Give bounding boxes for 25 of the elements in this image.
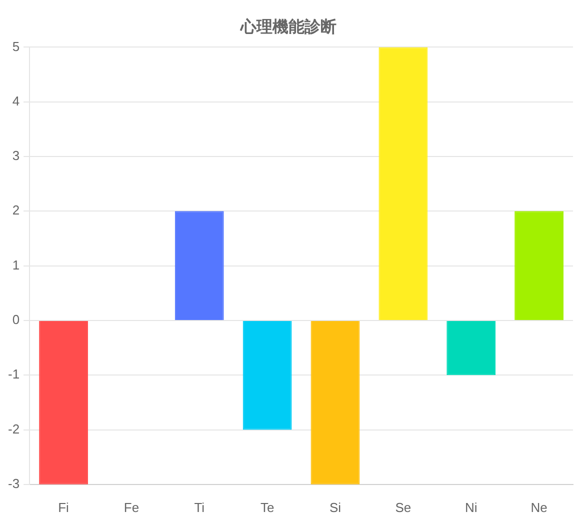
x-tick-label: Ni bbox=[464, 500, 478, 515]
x-tick-label: Se bbox=[395, 500, 412, 515]
y-tick-label: 1 bbox=[12, 257, 20, 272]
y-tick-label: 2 bbox=[12, 202, 20, 218]
y-tick-label: -3 bbox=[8, 476, 20, 491]
x-tick-label: Fe bbox=[124, 500, 140, 515]
y-tick-label: -2 bbox=[8, 421, 20, 436]
bar bbox=[39, 320, 88, 484]
x-tick-label: Ne bbox=[530, 500, 548, 515]
bar bbox=[446, 320, 496, 376]
y-tick-label: 4 bbox=[12, 93, 20, 108]
bar bbox=[514, 211, 564, 320]
x-tick-label: Si bbox=[329, 500, 342, 515]
y-tick-label: 5 bbox=[12, 38, 20, 54]
y-tick-label: 3 bbox=[12, 148, 20, 164]
bar bbox=[310, 320, 360, 484]
y-tick-label: -1 bbox=[8, 366, 20, 382]
y-tick-label: 0 bbox=[12, 312, 20, 328]
chart-title: 心理機能診断 bbox=[240, 17, 336, 36]
x-tick-label: Te bbox=[260, 500, 274, 515]
bar bbox=[174, 211, 224, 320]
bar bbox=[378, 47, 428, 320]
x-tick-label: Fi bbox=[58, 500, 70, 515]
bar bbox=[242, 320, 292, 430]
x-tick-label: Ti bbox=[194, 500, 205, 515]
